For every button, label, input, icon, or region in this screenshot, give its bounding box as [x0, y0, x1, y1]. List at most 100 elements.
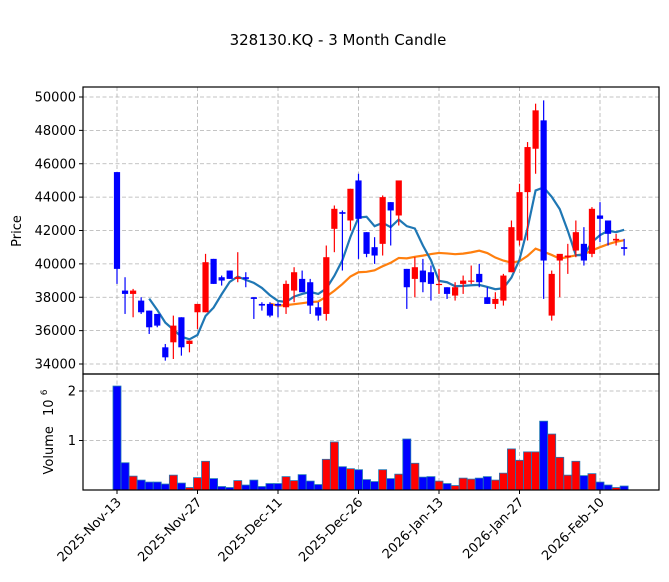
- candle: [613, 238, 620, 241]
- candle: [170, 325, 177, 343]
- candle: [202, 262, 209, 313]
- candle: [347, 188, 354, 221]
- candle: [500, 275, 507, 301]
- price-y-axis: 34000 36000 38000 40000 42000 44000 46000 48000…: [35, 91, 83, 373]
- candle: [596, 215, 604, 219]
- candle: [266, 303, 274, 316]
- candle: [299, 278, 306, 293]
- volume-bar: [249, 479, 259, 491]
- candle: [476, 273, 483, 283]
- candle: [604, 220, 612, 234]
- candles: [113, 100, 628, 361]
- candle: [516, 192, 523, 241]
- candle: [419, 270, 426, 283]
- candle: [524, 147, 531, 193]
- price-tick-label: 44000: [35, 191, 76, 206]
- x-tick-label: 2026-Jan-13: [380, 495, 447, 562]
- volume-bar: [370, 481, 380, 491]
- candle: [218, 277, 225, 281]
- volume-bar: [321, 458, 331, 491]
- candle: [621, 247, 628, 249]
- volume-bar: [603, 484, 613, 491]
- candle: [234, 277, 241, 279]
- volume-label-exp-power: 6: [40, 389, 50, 395]
- volume-bar: [193, 477, 202, 491]
- candle: [178, 317, 185, 348]
- volume-bar: [201, 460, 210, 491]
- volume-bar: [563, 474, 573, 491]
- volume-bar: [362, 479, 371, 491]
- candle: [331, 208, 338, 229]
- x-tick-label: 2026-Feb-10: [539, 495, 608, 564]
- x-tick-label: 2025-Nov-13: [55, 495, 125, 565]
- x-tick-label: 2025-Dec-26: [296, 495, 366, 565]
- volume-bar: [394, 473, 404, 491]
- candle: [427, 272, 435, 284]
- candle: [588, 208, 596, 254]
- volume-bar: [474, 477, 484, 491]
- svg-text:Volume 10 6: Volume 10 6: [40, 389, 57, 474]
- volume-bar: [531, 451, 540, 491]
- candle: [250, 297, 257, 299]
- volume-bar: [515, 459, 524, 491]
- volume-bar: [233, 480, 243, 491]
- volume-bar: [410, 462, 420, 491]
- candle: [411, 267, 418, 279]
- volume-bar: [281, 476, 291, 491]
- price-tick-label: 36000: [35, 324, 76, 339]
- candle: [291, 272, 298, 291]
- volume-bar: [136, 479, 146, 491]
- volume-bar: [168, 474, 178, 491]
- volume-bar: [498, 472, 508, 491]
- candle: [194, 303, 201, 313]
- candle: [226, 270, 233, 279]
- chart-title: 328130.KQ - 3 Month Candle: [230, 31, 447, 49]
- candle: [492, 298, 499, 304]
- price-tick-label: 34000: [35, 358, 76, 373]
- candle: [564, 255, 571, 258]
- volume-bar: [144, 481, 154, 491]
- candle: [339, 212, 346, 214]
- candle: [460, 280, 467, 284]
- volume-bar: [112, 385, 122, 491]
- candle: [403, 268, 410, 288]
- volume-bar: [547, 433, 557, 491]
- volume-bar: [555, 456, 565, 491]
- x-tick-label: 2025-Nov-27: [135, 495, 205, 565]
- volume-bar: [297, 474, 307, 491]
- volume-bar: [458, 477, 468, 491]
- volume-bar: [587, 473, 597, 491]
- candle: [508, 227, 515, 273]
- x-axis: 2025-Nov-13 2025-Nov-27 2025-Dec-11 2025-De…: [55, 490, 608, 565]
- volume-bar: [450, 485, 460, 491]
- volume-bar: [120, 462, 130, 491]
- volume-bar: [482, 476, 492, 491]
- candle: [323, 257, 330, 314]
- volume-bar: [152, 481, 162, 491]
- volume-y-axis: 12: [68, 385, 83, 449]
- volume-bar: [426, 476, 436, 491]
- price-tick-label: 40000: [35, 257, 76, 272]
- volume-bar: [337, 466, 347, 491]
- volume-bar: [418, 476, 428, 491]
- volume-bar: [539, 420, 549, 491]
- candle: [468, 280, 475, 282]
- price-tick-label: 42000: [35, 224, 76, 239]
- candle: [395, 180, 402, 216]
- candle: [315, 307, 322, 316]
- volume-bar: [354, 469, 363, 491]
- candle: [242, 277, 249, 279]
- candle: [274, 303, 282, 306]
- volume-bar: [273, 483, 283, 491]
- volume-bar: [378, 469, 388, 491]
- volume-label-text: Volume: [42, 426, 57, 474]
- volume-label-exp-base: 10: [42, 399, 57, 416]
- volume-bar: [579, 475, 589, 491]
- candle: [355, 180, 362, 219]
- volume-bars: [112, 385, 629, 491]
- candle: [580, 243, 587, 261]
- candle: [282, 283, 290, 308]
- candle: [379, 197, 386, 244]
- volume-bar: [176, 482, 186, 491]
- volume-bar: [241, 484, 251, 491]
